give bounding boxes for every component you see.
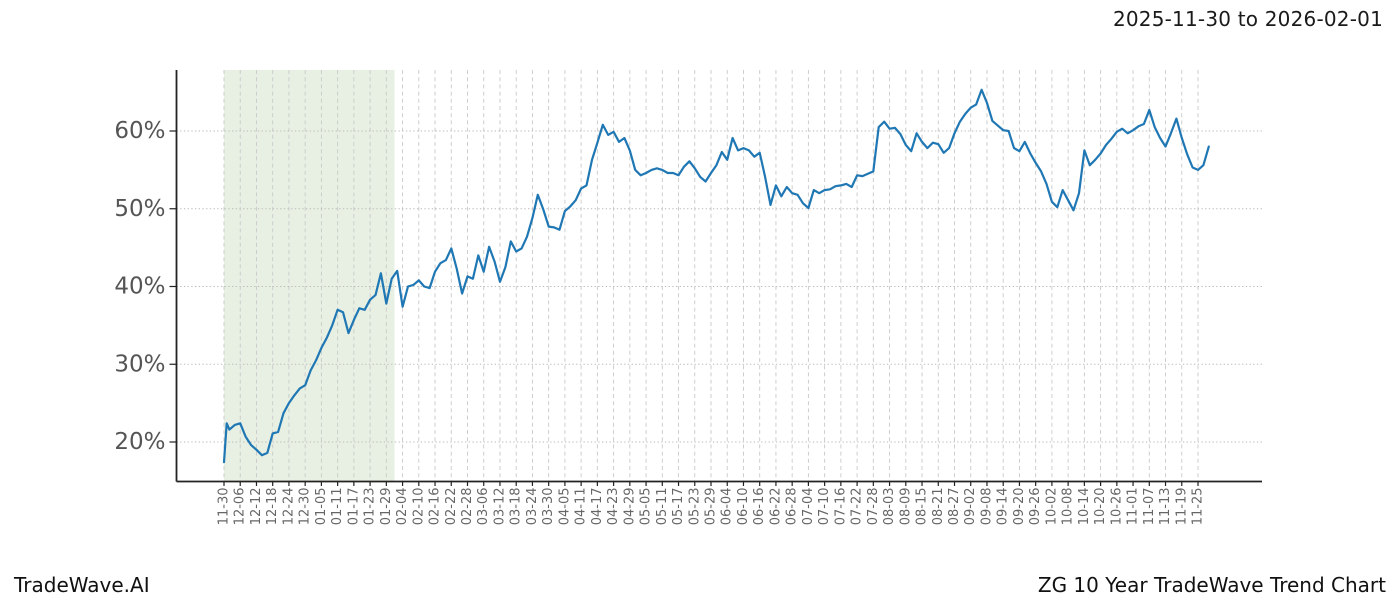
x-tick-label: 02-04 xyxy=(395,488,410,526)
x-tick-label: 08-03 xyxy=(882,488,897,526)
chart-name-label: ZG 10 Year TradeWave Trend Chart xyxy=(1037,573,1386,597)
x-tick-label: 12-06 xyxy=(233,488,248,526)
x-tick-label: 05-05 xyxy=(639,488,654,526)
x-tick-label: 01-17 xyxy=(346,488,361,526)
x-tick-label: 09-26 xyxy=(1028,488,1043,526)
x-tick-label: 12-30 xyxy=(298,488,313,526)
y-tick-label: 20% xyxy=(114,429,165,455)
y-tick-label: 40% xyxy=(114,274,165,300)
x-tick-label: 11-19 xyxy=(1174,488,1189,526)
x-tick-label: 11-01 xyxy=(1126,488,1141,526)
y-tick-label: 30% xyxy=(114,351,165,377)
x-tick-label: 07-28 xyxy=(866,488,881,526)
x-tick-label: 12-18 xyxy=(265,488,280,526)
x-tick-label: 06-16 xyxy=(752,488,767,526)
x-tick-label: 02-16 xyxy=(428,488,443,526)
x-tick-label: 03-06 xyxy=(476,488,491,526)
x-tick-label: 06-04 xyxy=(720,488,735,526)
y-tick-label: 50% xyxy=(114,196,165,222)
x-tick-label: 08-09 xyxy=(898,488,913,526)
x-tick-label: 01-11 xyxy=(330,488,345,526)
x-tick-label: 03-30 xyxy=(541,488,556,526)
x-tick-label: 07-04 xyxy=(801,488,816,526)
x-tick-label: 03-18 xyxy=(509,488,524,526)
x-tick-label: 12-12 xyxy=(249,488,264,526)
x-tick-label: 10-20 xyxy=(1093,488,1108,526)
forecast-highlight-region xyxy=(224,70,395,482)
x-tick-label: 09-20 xyxy=(1012,488,1027,526)
x-tick-label: 08-27 xyxy=(947,488,962,526)
x-tick-label: 09-02 xyxy=(963,488,978,526)
x-tick-label: 01-05 xyxy=(314,488,329,526)
x-tick-label: 05-23 xyxy=(687,488,702,526)
x-tick-label: 05-29 xyxy=(704,488,719,526)
x-tick-label: 10-08 xyxy=(1061,488,1076,526)
x-tick-label: 11-25 xyxy=(1191,488,1206,526)
x-tick-label: 11-30 xyxy=(217,488,232,526)
x-tick-label: 02-10 xyxy=(411,488,426,526)
x-tick-label: 01-29 xyxy=(379,488,394,526)
x-tick-label: 07-16 xyxy=(833,488,848,526)
x-tick-label: 05-17 xyxy=(671,488,686,526)
x-tick-label: 06-22 xyxy=(768,488,783,526)
x-tick-label: 10-02 xyxy=(1044,488,1059,526)
x-tick-label: 11-07 xyxy=(1142,488,1157,526)
x-tick-label: 07-10 xyxy=(817,488,832,526)
x-tick-label: 09-08 xyxy=(979,488,994,526)
x-tick-label: 05-11 xyxy=(655,488,670,526)
x-tick-label: 04-05 xyxy=(557,488,572,526)
x-tick-label: 09-14 xyxy=(996,487,1011,525)
chart-date-range-title: 2025-11-30 to 2026-02-01 xyxy=(1112,7,1383,31)
x-tick-label: 03-12 xyxy=(492,488,507,526)
x-tick-label: 08-21 xyxy=(931,488,946,526)
x-tick-label: 10-14 xyxy=(1077,488,1092,526)
x-tick-label: 03-24 xyxy=(525,488,540,526)
x-tick-label: 08-15 xyxy=(915,488,930,526)
trend-line xyxy=(222,88,1210,464)
x-tick-label: 07-22 xyxy=(850,488,865,526)
x-tick-label: 10-26 xyxy=(1109,488,1124,526)
x-tick-label: 06-10 xyxy=(736,488,751,526)
x-tick-label: 06-28 xyxy=(785,488,800,526)
x-tick-label: 12-24 xyxy=(281,488,296,526)
x-tick-label: 04-17 xyxy=(590,488,605,526)
x-tick-label: 11-13 xyxy=(1158,488,1173,526)
brand-label: TradeWave.AI xyxy=(14,573,150,597)
x-tick-label: 04-11 xyxy=(574,488,589,526)
x-tick-label: 02-28 xyxy=(460,488,475,526)
y-tick-label: 60% xyxy=(114,118,165,144)
x-tick-label: 04-29 xyxy=(622,488,637,526)
x-tick-label: 04-23 xyxy=(606,488,621,526)
x-tick-label: 02-22 xyxy=(444,488,459,526)
x-tick-label: 01-23 xyxy=(363,488,378,526)
